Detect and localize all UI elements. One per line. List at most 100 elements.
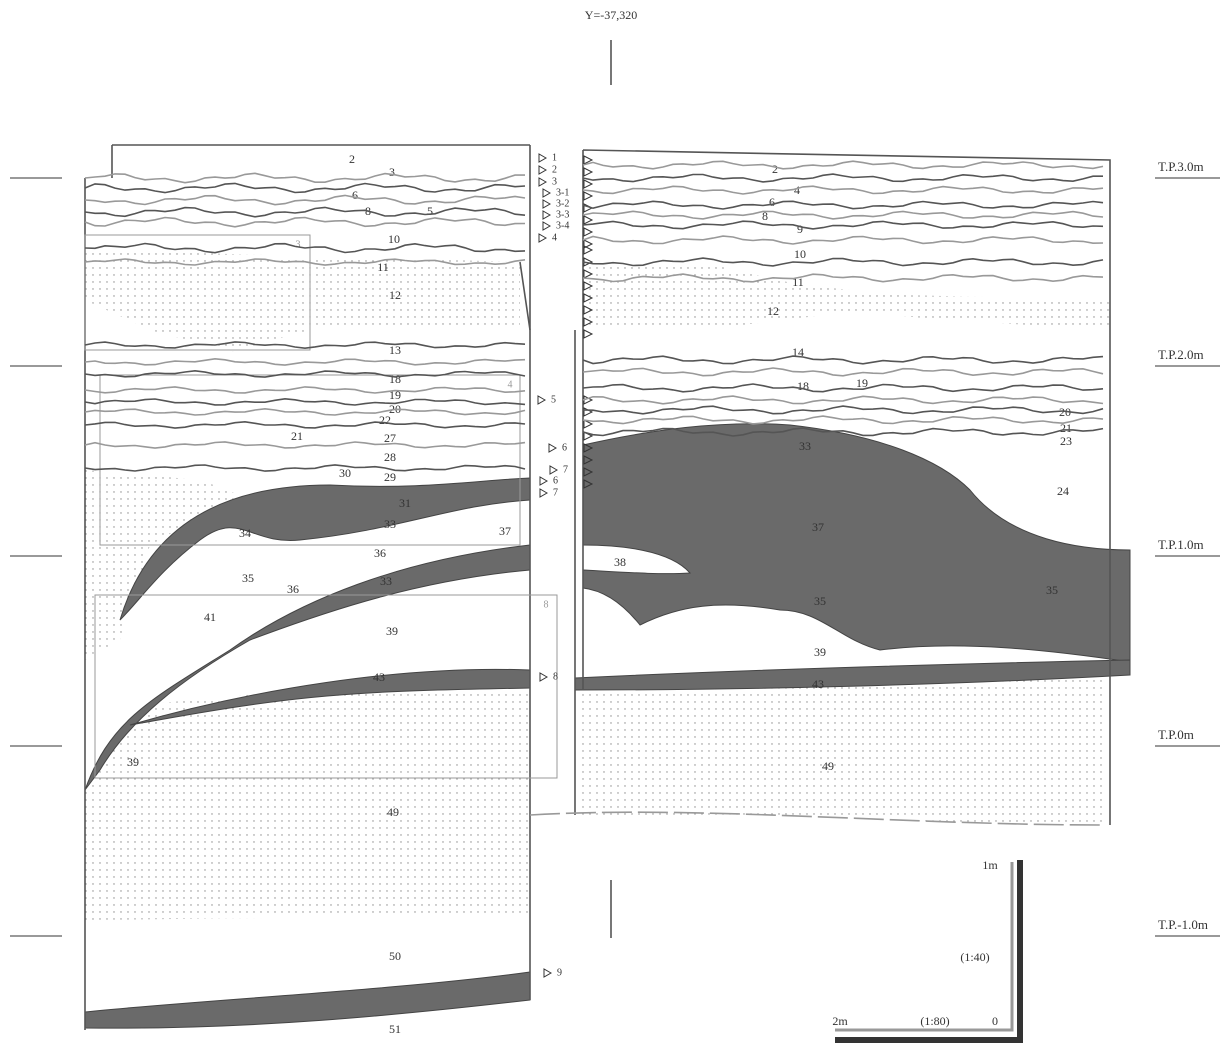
marker-label: 8: [553, 671, 558, 682]
sample-box: [94, 594, 558, 779]
marker-triangle: [549, 465, 559, 475]
marker-triangle: [583, 407, 594, 417]
marker-triangle: [539, 476, 549, 486]
layer-line: [582, 273, 1104, 283]
marker-triangle: [583, 215, 594, 225]
labels: Y=-37,320 T.P.3.0m T.P.2.0m T.P.1.0m T.P.0m T…: [10, 8, 1220, 1036]
layer-number: 37: [499, 524, 511, 538]
marker-triangle: [583, 293, 594, 303]
layer-number: 6: [769, 195, 775, 209]
elevation-label: T.P.-1.0m: [1158, 917, 1208, 932]
layer-number: 22: [379, 413, 391, 427]
layer-line: [582, 200, 1104, 210]
layer-number: 39: [127, 755, 139, 769]
marker-triangle: [583, 239, 594, 249]
layer-number: 5: [427, 204, 433, 218]
marker-triangle: [583, 155, 594, 165]
marker-label: 7: [553, 487, 558, 498]
layer-line: [84, 341, 526, 350]
marker-triangle: [548, 443, 558, 453]
box-label: 3: [296, 239, 301, 250]
layer-line: [582, 257, 1104, 267]
layer-number: 49: [387, 805, 399, 819]
layer-number: 6: [352, 188, 358, 202]
layer-number: 41: [204, 610, 216, 624]
layer-number: 50: [389, 949, 401, 963]
scale-label: 2m: [832, 1014, 848, 1028]
layer-line: [582, 235, 1104, 245]
layer-number: 30: [339, 466, 351, 480]
sand-zone: [585, 262, 1110, 330]
marker-triangle: [542, 221, 552, 231]
marker-label: 6: [562, 442, 567, 453]
scale-bar: [835, 860, 1023, 1043]
layer-line: [84, 172, 525, 184]
layer-number: 23: [1060, 434, 1072, 448]
layer-number: 2: [772, 162, 778, 176]
gravel-layer: [582, 423, 1131, 663]
layer-line: [84, 386, 526, 394]
layer-number: 21: [291, 429, 303, 443]
marker-label: 4: [552, 232, 557, 243]
marker-label: 5: [551, 394, 556, 405]
layer-line: [582, 427, 1104, 437]
marker-triangle: [583, 245, 594, 255]
layer-line: [582, 220, 1104, 230]
layer-line: [84, 258, 526, 266]
sample-box: [84, 234, 311, 351]
layer-number: 33: [799, 439, 811, 453]
marker-triangle: [583, 269, 594, 279]
marker-triangle: [538, 153, 548, 163]
layer-line: [582, 173, 1103, 183]
marker-triangle: [583, 479, 594, 489]
layer-line: [84, 369, 526, 378]
layer-number: 33: [384, 517, 396, 531]
elevation-label: T.P.0m: [1158, 727, 1194, 742]
layer-number: 43: [812, 677, 824, 691]
gravel-layer: [574, 659, 1131, 691]
layer-line: [582, 405, 1104, 415]
layer-line: [84, 464, 526, 472]
layer-line: [84, 441, 526, 449]
gravel-layer: [129, 668, 531, 726]
elevation-label: T.P.2.0m: [1158, 347, 1204, 362]
layer-line: [84, 194, 526, 206]
layer-number: 27: [384, 431, 396, 445]
layer-number: 36: [374, 546, 386, 560]
layer-number: 10: [794, 247, 806, 261]
marker-triangle: [537, 395, 547, 405]
scale-label: 1m: [982, 858, 998, 872]
coordinate-label: Y=-37,320: [585, 8, 637, 22]
layer-number: 11: [377, 260, 389, 274]
layer-number: 2: [349, 152, 355, 166]
layer-line: [582, 185, 1104, 195]
marker-triangle: [542, 199, 552, 209]
layer-line: [582, 355, 1104, 365]
marker-triangle: [539, 672, 549, 682]
marker-triangle: [583, 167, 594, 177]
gravel-layer: [84, 971, 531, 1029]
layer-number: 36: [287, 582, 299, 596]
layer-number: 19: [856, 376, 868, 390]
layer-line: [582, 210, 1104, 220]
sand-zone: [85, 690, 530, 920]
layer-number: 43: [373, 670, 385, 684]
marker-triangle: [542, 188, 552, 198]
marker-triangle: [583, 329, 594, 339]
marker-triangle: [538, 177, 548, 187]
layer-number: 34: [239, 526, 251, 540]
layer-number: 13: [389, 343, 401, 357]
marker-triangle: [583, 305, 594, 315]
marker-label: 3-4: [556, 220, 569, 231]
layer-line: [84, 420, 526, 429]
marker-triangle: [583, 179, 594, 189]
scale-label: 0: [992, 1014, 998, 1028]
layer-number: 39: [386, 624, 398, 638]
layer-line: [582, 367, 1104, 377]
layer-number: 35: [242, 571, 254, 585]
marker-label: 3: [552, 176, 557, 187]
marker-label: 3-2: [556, 198, 569, 209]
layer-number: 21: [1060, 421, 1072, 435]
marker-triangle: [538, 233, 548, 243]
layer-number: 37: [812, 520, 824, 534]
